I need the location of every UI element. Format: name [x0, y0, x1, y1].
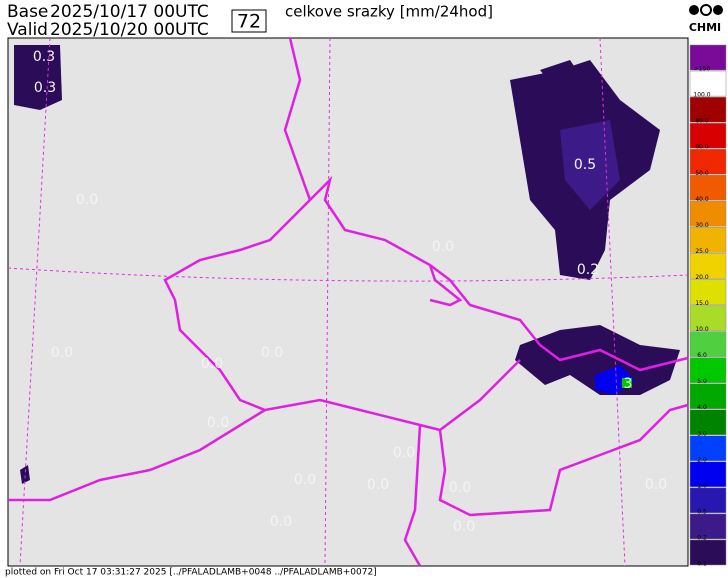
- borders: [8, 37, 689, 567]
- legend-label: 25.0: [695, 248, 709, 255]
- valid-time: 2025/10/20 00UTC: [50, 20, 209, 40]
- legend-label: 2.0: [697, 456, 707, 463]
- map-value-label: 0.0: [449, 480, 471, 496]
- map-value-label: 0.0: [432, 239, 454, 255]
- logo-dot: [713, 5, 723, 15]
- title: celkove srazky [mm/24hod]: [285, 3, 493, 21]
- legend-label: 0.1: [697, 561, 707, 568]
- map-value-label: 0.0: [645, 477, 667, 493]
- map-value-label: 0.3: [33, 49, 55, 65]
- base-time: 2025/10/17 00UTC: [50, 2, 209, 22]
- border: [428, 264, 463, 307]
- grid-line: [7, 267, 689, 282]
- legend-swatch: [689, 461, 727, 488]
- legend-label: 50.0: [695, 170, 709, 177]
- map-labels: 0.30.30.00.50.20.00.00.00.00.00.00.0 0.0 0…: [33, 49, 667, 535]
- border: [403, 424, 422, 567]
- legend-swatch: [689, 357, 727, 383]
- legend-swatch: [689, 331, 727, 357]
- map-value-label: 0.0: [294, 472, 316, 488]
- map-value-label: 0.0: [367, 477, 389, 493]
- legend-label: 20.0: [695, 274, 709, 281]
- legend-swatch: [689, 253, 727, 279]
- precip-area: [14, 45, 62, 110]
- legend-label: 4.0: [697, 404, 707, 411]
- map-value-label: 0.0: [453, 519, 475, 535]
- border: [163, 199, 521, 432]
- map-value-label: 0.0: [270, 514, 292, 530]
- hour-box: [231, 9, 267, 33]
- map-value-label: 0.0: [207, 415, 229, 431]
- legend-label: 0.5: [697, 508, 707, 515]
- legend-swatch: [689, 409, 727, 436]
- legend-swatch: [689, 44, 727, 71]
- grid-line: [599, 37, 626, 567]
- legend-swatch: [689, 279, 727, 305]
- legend-label: 1.0: [697, 482, 707, 489]
- logo-dot: [689, 5, 699, 15]
- graticule: [7, 37, 689, 567]
- footer: plotted on Fri Oct 17 03:31:27 2025 [../…: [5, 568, 377, 578]
- legend-swatch: [689, 383, 727, 409]
- legend: >150 100.0 80.0 60.0 50.0 40.0 30.0 25.0 20.0 15.…: [689, 44, 727, 568]
- map-value-label: 0.0: [261, 345, 283, 361]
- logo-dot: [700, 4, 712, 16]
- legend-label: 15.0: [695, 300, 709, 307]
- forecast-hour: 72: [237, 11, 261, 33]
- legend-label: 0.2: [697, 534, 707, 541]
- precip-area: [622, 378, 632, 388]
- border: [8, 408, 266, 502]
- legend-swatch: [689, 513, 727, 540]
- legend-swatch: [689, 305, 727, 331]
- legend-label: 6.0: [697, 352, 707, 359]
- legend-label: 60.0: [695, 144, 709, 151]
- grid-line: [19, 37, 51, 567]
- legend-swatch: [689, 487, 727, 514]
- legend-label: 40.0: [695, 196, 709, 203]
- map-value-label: 0.0: [76, 192, 98, 208]
- map-value-label: 3: [624, 376, 633, 392]
- legend-label: 10.0: [695, 326, 709, 333]
- border: [438, 403, 689, 517]
- legend-swatch: [689, 96, 727, 123]
- map-value-label: 0.0: [201, 356, 223, 372]
- map-value-label: 0.0: [393, 445, 415, 461]
- legend-swatch: [689, 122, 727, 149]
- legend-label: >150: [694, 66, 711, 73]
- legend-swatch: [689, 539, 727, 566]
- legend-swatch: [689, 201, 727, 227]
- legend-swatch: [689, 227, 727, 253]
- map-value-label: 0.3: [34, 80, 56, 96]
- map-value-label: 0.0: [51, 345, 73, 361]
- map-value-label: 0.5: [574, 157, 596, 173]
- legend-swatch: [689, 70, 727, 97]
- precip-area: [540, 60, 590, 95]
- legend-label: 30.0: [695, 222, 709, 229]
- map-value-label: 0.2: [577, 262, 599, 278]
- legend-label: 3.0: [697, 430, 707, 437]
- precipitation: [14, 45, 680, 484]
- precip-area: [515, 325, 680, 395]
- logo: CHMI: [689, 21, 721, 34]
- valid-label: Valid: [7, 20, 48, 40]
- legend-label: 5.0: [697, 378, 707, 385]
- precip-area: [20, 465, 30, 484]
- legend-swatch: [689, 435, 727, 462]
- legend-label: 100.0: [693, 92, 710, 99]
- legend-swatch: [689, 175, 727, 201]
- legend-label: 80.0: [695, 118, 709, 125]
- legend-swatch: [689, 148, 727, 175]
- base-label: Base: [7, 2, 48, 22]
- grid-line: [324, 37, 331, 567]
